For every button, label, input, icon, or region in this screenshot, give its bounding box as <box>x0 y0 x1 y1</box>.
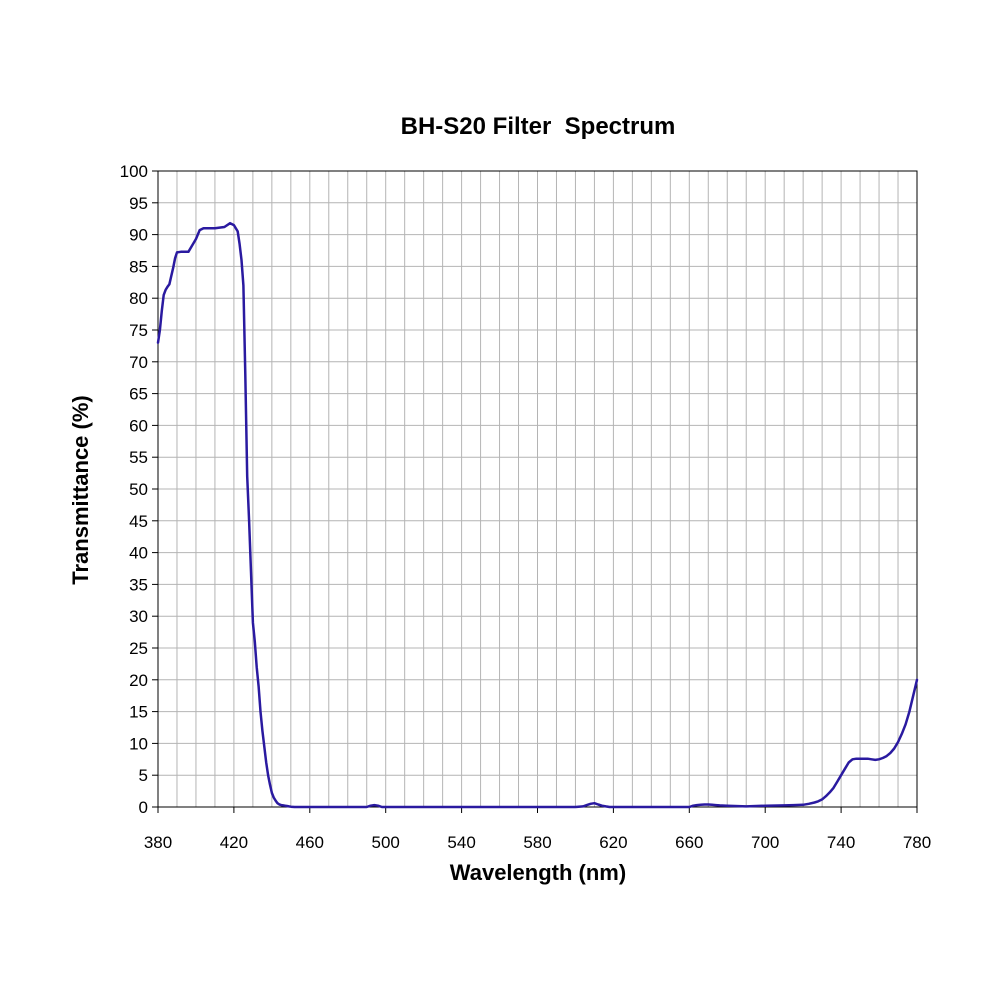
grid-lines <box>158 171 917 807</box>
x-tick-label: 460 <box>296 833 324 852</box>
y-tick-label: 75 <box>129 321 148 340</box>
y-tick-label: 30 <box>129 607 148 626</box>
x-tick-label: 620 <box>599 833 627 852</box>
y-axis-label: Transmittance (%) <box>68 395 93 585</box>
y-tick-label: 5 <box>139 766 148 785</box>
y-tick-label: 45 <box>129 512 148 531</box>
y-tick-label: 90 <box>129 226 148 245</box>
y-tick-label: 10 <box>129 734 148 753</box>
x-axis-label: Wavelength (nm) <box>450 860 626 885</box>
y-tick-label: 95 <box>129 194 148 213</box>
x-tick-label: 500 <box>372 833 400 852</box>
chart-title: BH-S20 Filter Spectrum <box>401 113 676 140</box>
y-tick-label: 85 <box>129 257 148 276</box>
x-tick-label: 700 <box>751 833 779 852</box>
y-tick-label: 50 <box>129 480 148 499</box>
series-layer <box>156 221 919 809</box>
x-tick-label: 580 <box>523 833 551 852</box>
y-tick-label: 20 <box>129 671 148 690</box>
y-tick-label: 35 <box>129 575 148 594</box>
y-tick-label: 65 <box>129 385 148 404</box>
y-tick-label: 80 <box>129 289 148 308</box>
y-tick-label: 40 <box>129 544 148 563</box>
x-tick-label: 780 <box>903 833 931 852</box>
axis-ticks: 0 5 10 15 20 25 30 35 40 45 50 55 60 65 70 75 80 85 90 95 10… <box>120 162 932 852</box>
transmittance-series-line <box>156 221 919 809</box>
y-tick-label: 15 <box>129 703 148 722</box>
x-tick-label: 420 <box>220 833 248 852</box>
y-tick-label: 100 <box>120 162 148 181</box>
y-tick-label: 25 <box>129 639 148 658</box>
y-tick-label: 0 <box>139 798 148 817</box>
y-tick-label: 60 <box>129 416 148 435</box>
x-tick-label: 660 <box>675 833 703 852</box>
y-tick-label: 55 <box>129 448 148 467</box>
x-tick-label: 380 <box>144 833 172 852</box>
x-tick-label: 740 <box>827 833 855 852</box>
x-tick-label: 540 <box>447 833 475 852</box>
y-tick-label: 70 <box>129 353 148 372</box>
